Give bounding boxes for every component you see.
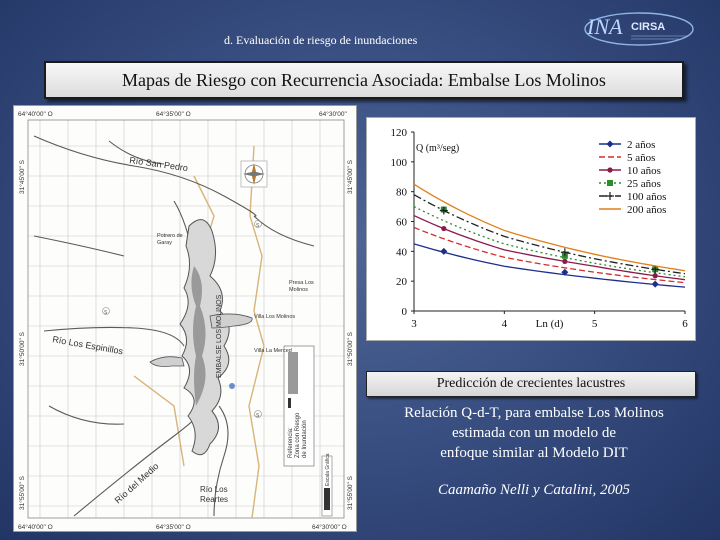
legend-label-5: 100 años xyxy=(627,191,666,203)
citation: Caamaño Nelli y Catalini, 2005 xyxy=(437,482,631,498)
series-line-3 xyxy=(413,214,686,281)
y-tick-label: 20 xyxy=(396,276,408,288)
series-line-6 xyxy=(413,183,686,272)
label-rio-espinillos: Río Los Espinillos xyxy=(52,334,125,356)
logo-cirsa-text: CIRSA xyxy=(631,21,665,33)
map-marker-3: S xyxy=(104,310,108,316)
label-embalse: EMBALSE LOS MOLINOS xyxy=(216,294,223,378)
description-line-3: enfoque similar al Modelo DIT xyxy=(440,445,628,461)
legend-label-4: 25 años xyxy=(627,178,661,190)
y-tick-label: 0 xyxy=(402,306,408,318)
series-line-5 xyxy=(413,194,686,275)
y-axis-label: Q (m³/seg) xyxy=(416,143,459,154)
x-tick-label: 5 xyxy=(592,318,598,330)
legend-label-3: 10 años xyxy=(627,165,661,177)
label-potrero-2: Garay xyxy=(157,240,172,246)
coord-bottom-right: 64°30'00" O xyxy=(312,523,347,531)
legend-ref-3: de Inundación xyxy=(302,420,308,458)
compass-rose-icon xyxy=(240,160,268,188)
coord-right-1: 31°45'00" S xyxy=(346,159,354,194)
series-marker-3 xyxy=(652,273,658,279)
label-presa-1: Presa Los xyxy=(289,280,314,286)
coord-top-mid: 64°35'00" O xyxy=(156,110,191,118)
legend-marker-1 xyxy=(606,140,614,148)
label-rio-reartes-1: Río Los xyxy=(200,485,228,494)
legend-ref-1: Referencia: xyxy=(288,427,294,458)
label-rio-medio: Río del Medio xyxy=(113,461,161,506)
description-line-2: estimada con un modelo de xyxy=(451,425,617,441)
x-tick-label: 4 xyxy=(502,318,508,330)
x-axis-label: Ln (d) xyxy=(536,318,564,330)
coord-top-right: 64°30'00" xyxy=(319,110,348,118)
coord-left-2: 31°50'00" S xyxy=(18,331,26,366)
y-tick-label: 40 xyxy=(396,246,408,258)
slide-title: Mapas de Riesgo con Recurrencia Asociada… xyxy=(44,61,684,99)
coord-bottom-left: 64°40'00" O xyxy=(18,523,53,531)
section-heading: d. Evaluación de riesgo de inundaciones xyxy=(224,33,418,47)
ina-cirsa-logo: INA CIRSA xyxy=(583,10,695,48)
scale-label: Escala Gráfica xyxy=(325,453,331,486)
prediction-label: Predicción de crecientes lacustres xyxy=(366,371,696,397)
label-presa-2: Molinos xyxy=(289,287,308,293)
x-tick-label: 6 xyxy=(682,318,688,330)
series-marker-1 xyxy=(651,280,659,288)
map-marker-1: S xyxy=(256,223,260,229)
coord-bottom-mid: 64°35'00" O xyxy=(156,523,191,531)
description-line-1: Relación Q-d-T, para embalse Los Molinos xyxy=(404,405,664,421)
series-line-2 xyxy=(413,226,686,284)
label-potrero-1: Potrero de xyxy=(157,233,183,239)
label-villa-molinos: Villa Los Molinos xyxy=(254,314,295,320)
risk-map: Referencia: Zona con Riesgo de Inundació… xyxy=(13,105,357,532)
y-tick-label: 80 xyxy=(396,187,408,199)
coord-right-3: 31°55'00" S xyxy=(346,475,354,510)
label-villa-merced: Villa La Merced xyxy=(254,348,292,354)
map-marker-2: S xyxy=(256,413,260,419)
series-marker-1 xyxy=(440,247,448,255)
y-tick-label: 60 xyxy=(396,217,408,229)
coord-top-left: 64°40'00" O xyxy=(18,110,53,118)
legend-label-6: 200 años xyxy=(627,204,666,216)
label-rio-reartes-2: Reartes xyxy=(200,495,228,504)
legend-marker-5 xyxy=(606,192,614,200)
series-line-4 xyxy=(413,206,686,278)
legend-marker-4 xyxy=(607,180,613,186)
series-marker-1 xyxy=(561,268,569,276)
series-marker-5 xyxy=(560,248,569,257)
legend-label-2: 5 años xyxy=(627,152,655,164)
legend-ref-2: Zona con Riesgo xyxy=(295,412,301,458)
coord-right-2: 31°50'00" S xyxy=(346,331,354,366)
series-marker-5 xyxy=(651,265,660,274)
series-marker-5 xyxy=(439,206,448,215)
coord-left-1: 31°45'00" S xyxy=(18,159,26,194)
logo-ina-text: INA xyxy=(586,14,623,39)
series-marker-3 xyxy=(562,258,568,264)
series-marker-3 xyxy=(441,225,447,232)
y-tick-label: 100 xyxy=(391,157,408,169)
coord-left-3: 31°55'00" S xyxy=(18,475,26,510)
legend-label-1: 2 años xyxy=(627,139,655,151)
y-tick-label: 120 xyxy=(391,127,408,139)
map-legend: Referencia: Zona con Riesgo de Inundació… xyxy=(283,345,315,467)
x-tick-label: 3 xyxy=(411,318,417,330)
chart-description: Relación Q-d-T, para embalse Los Molinos… xyxy=(360,403,708,463)
qdt-chart: 0 20 40 60 80 100 120 3 4 5 6 Q (m³/seg) Ln (d) 2 año… xyxy=(366,117,696,341)
series-line-1 xyxy=(413,243,686,288)
legend-marker-3 xyxy=(607,167,613,173)
